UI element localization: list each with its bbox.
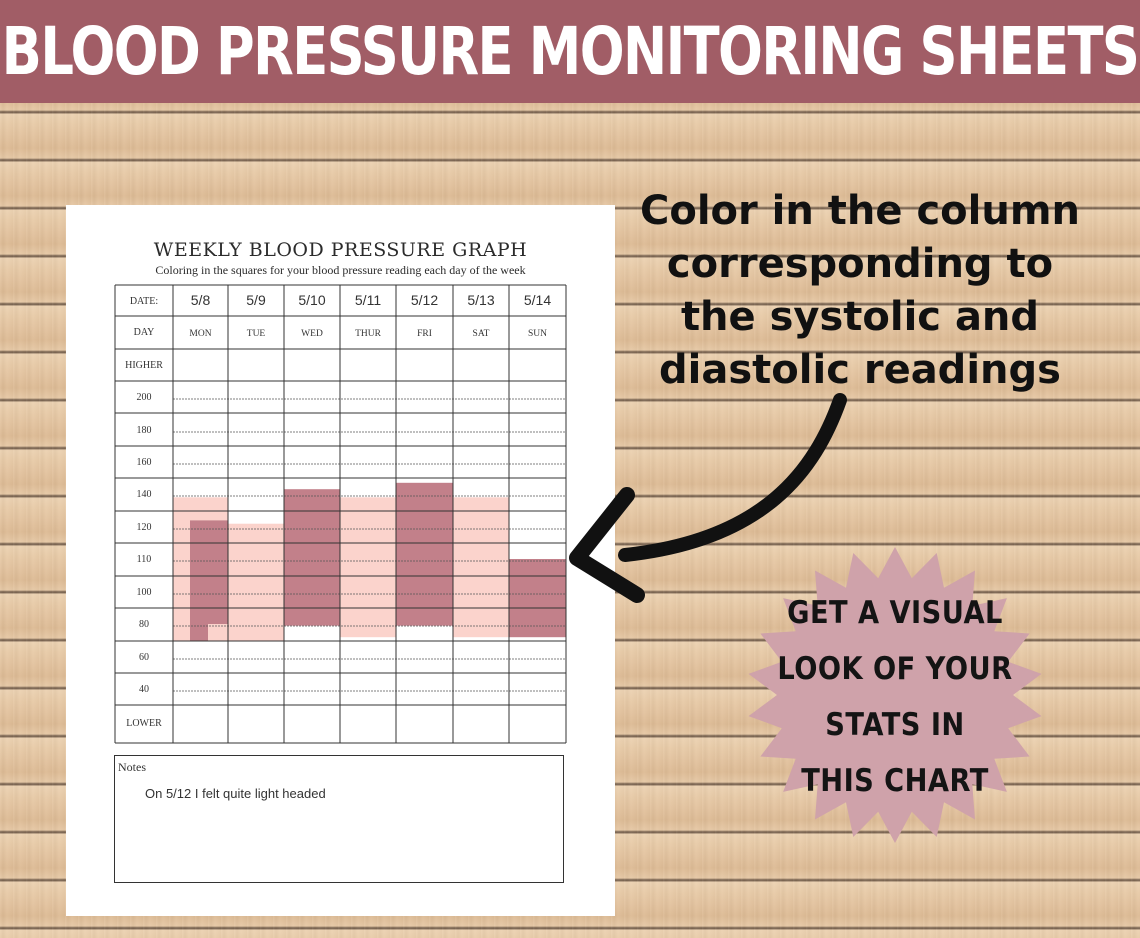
day-label: FRI: [417, 329, 432, 339]
row-label-higher: HIGHER: [125, 360, 163, 371]
scale-label: 40: [139, 684, 149, 695]
scale-label: 180: [137, 425, 152, 436]
starburst-badge: [748, 547, 1042, 843]
scale-label: 110: [137, 554, 152, 565]
callout-line: diastolic readings: [659, 347, 1061, 393]
notes-label: Notes: [118, 760, 146, 774]
reading-band: [228, 523, 284, 641]
reading-band: [453, 497, 509, 638]
scale-label: 60: [139, 652, 149, 663]
reading-band: [340, 497, 396, 638]
row-label-lower: LOWER: [126, 718, 162, 729]
banner-title: BLOOD PRESSURE MONITORING SHEETS: [1, 13, 1140, 90]
scale-label: 120: [137, 522, 152, 533]
date-label: 5/8: [191, 292, 211, 308]
burst-text: GET A VISUAL LOOK OF YOUR STATS IN THIS …: [776, 585, 1014, 809]
day-label: SUN: [528, 329, 547, 339]
burst-line: THIS CHART: [801, 763, 989, 799]
date-label: 5/9: [246, 292, 266, 308]
callout-line: the systolic and: [680, 294, 1040, 340]
reading-band: [208, 520, 228, 624]
scale-label: 100: [137, 587, 152, 598]
scale-label: 200: [137, 392, 152, 403]
scale-label: 160: [137, 457, 152, 468]
callout-line: corresponding to: [666, 241, 1054, 287]
date-label: 5/11: [355, 292, 381, 308]
reading-band: [509, 559, 566, 638]
date-label: 5/14: [524, 292, 551, 308]
day-label: MON: [189, 329, 211, 339]
row-label-date: DATE:: [130, 296, 158, 307]
row-label-day: DAY: [134, 327, 155, 338]
day-label: WED: [301, 329, 323, 339]
reading-band: [190, 520, 208, 641]
reading-band: [396, 482, 453, 626]
day-label: THUR: [355, 329, 382, 339]
burst-line: GET A VISUAL: [787, 595, 1003, 631]
day-label: SAT: [473, 329, 490, 339]
callout-text: Color in the column corresponding to the…: [620, 185, 1100, 397]
date-label: 5/10: [298, 292, 325, 308]
banner: [0, 0, 1140, 103]
sheet-subtitle: Coloring in the squares for your blood p…: [155, 263, 526, 277]
sheet-title: WEEKLY BLOOD PRESSURE GRAPH: [153, 239, 528, 261]
date-label: 5/12: [411, 292, 438, 308]
scale-label: 80: [139, 619, 149, 630]
notes-box: Notes On 5/12 I felt quite light headed: [114, 755, 564, 883]
burst-line: LOOK OF YOUR: [777, 651, 1013, 687]
notes-text: On 5/12 I felt quite light headed: [145, 786, 326, 801]
burst-line: STATS IN: [825, 707, 965, 743]
reading-band: [284, 489, 340, 626]
callout-line: Color in the column: [640, 188, 1080, 234]
day-label: TUE: [247, 329, 266, 339]
curved-arrow-icon: [569, 393, 847, 603]
date-label: 5/13: [467, 292, 494, 308]
scale-label: 140: [137, 489, 152, 500]
